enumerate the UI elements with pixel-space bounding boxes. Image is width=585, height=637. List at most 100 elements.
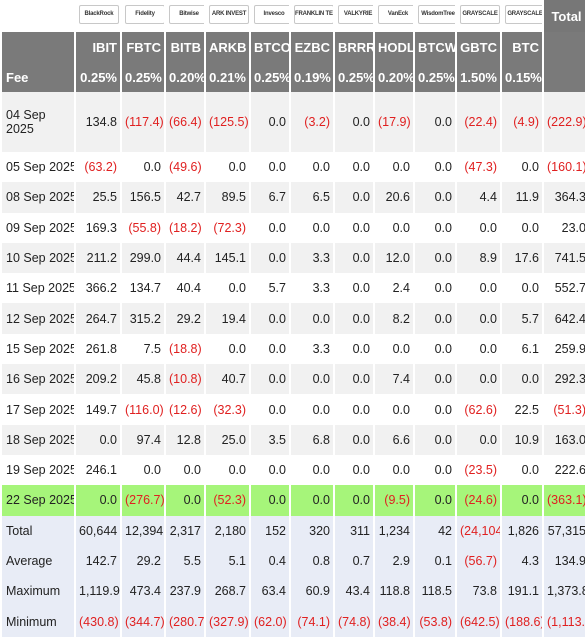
flow-cell: 0.0 <box>206 454 249 486</box>
issuer-logo-cell: WisdomTree <box>415 0 455 32</box>
summary-row: Average 142.7 29.2 5.5 5.1 0.4 0.8 0.7 2.9 0.1 (56… <box>2 545 585 577</box>
flow-cell: 0.0 <box>375 152 413 183</box>
fee-value: 0.25% <box>76 62 120 92</box>
flow-cell: 149.7 <box>76 394 120 425</box>
summary-cell: 60.9 <box>291 576 333 607</box>
flow-cell: 0.0 <box>457 303 500 334</box>
flow-cell: 0.0 <box>291 364 333 395</box>
flow-cell: 0.0 <box>76 424 120 455</box>
flow-cell: 25.5 <box>76 182 120 213</box>
flow-cell: 10.9 <box>502 424 542 455</box>
flow-cell: 0.0 <box>251 152 289 183</box>
flow-cell: (55.8) <box>122 212 164 243</box>
flow-cell: 0.0 <box>291 152 333 183</box>
flow-cell: (17.9) <box>375 92 413 152</box>
flow-cell: 0.0 <box>335 182 373 213</box>
flow-cell: 0.0 <box>502 485 542 516</box>
summary-cell: 142.7 <box>76 545 120 577</box>
flow-cell: 315.2 <box>122 303 164 334</box>
fee-value: 0.25% <box>251 62 289 92</box>
flow-cell: 42.7 <box>166 182 204 213</box>
flow-cell: 366.2 <box>76 273 120 304</box>
flow-cell: 44.4 <box>166 242 204 274</box>
flow-cell: (18.2) <box>166 212 204 243</box>
summary-cell: 2.9 <box>375 545 413 577</box>
flow-cell: 169.3 <box>76 212 120 243</box>
row-total: 259.9 <box>544 333 585 365</box>
summary-cell: 311 <box>335 515 373 546</box>
flow-cell: 0.0 <box>122 152 164 183</box>
summary-cell: 237.9 <box>166 576 204 607</box>
flow-cell: 156.5 <box>122 182 164 213</box>
flow-cell: 7.5 <box>122 333 164 365</box>
summary-cell: 0.4 <box>251 545 289 577</box>
flow-cell: 40.4 <box>166 273 204 304</box>
flow-cell: 4.4 <box>457 182 500 213</box>
flow-cell: 0.0 <box>291 485 333 516</box>
issuer-logo: FRANKLIN TEMPLETON <box>294 5 333 24</box>
flow-cell: 0.0 <box>415 242 455 274</box>
row-total: (160.1) <box>544 152 585 183</box>
flow-cell: 0.0 <box>291 454 333 486</box>
flow-cell: 0.0 <box>251 242 289 274</box>
flow-cell: 3.3 <box>291 273 333 304</box>
summary-cell: 0.8 <box>291 545 333 577</box>
ticker-header: EZBC <box>291 32 333 62</box>
summary-cell: 63.4 <box>251 576 289 607</box>
fee-value: 0.15% <box>502 62 542 92</box>
flow-cell: 211.2 <box>76 242 120 274</box>
fee-value: 0.25% <box>122 62 164 92</box>
flow-cell: 145.1 <box>206 242 249 274</box>
summary-label: Total <box>2 515 74 546</box>
flow-cell: 25.0 <box>206 424 249 455</box>
issuer-logo-cell: VALKYRIE <box>335 0 373 32</box>
fee-row: Fee 0.25% 0.25% 0.20% 0.21% 0.25% 0.19% 0.25% 0… <box>2 62 585 92</box>
flow-cell: 209.2 <box>76 364 120 395</box>
flow-cell: 89.5 <box>206 182 249 213</box>
flow-cell: 6.8 <box>291 424 333 455</box>
flow-cell: 299.0 <box>122 242 164 274</box>
row-total: (222.9) <box>544 92 585 152</box>
flow-cell: (12.6) <box>166 394 204 425</box>
flow-cell: 0.0 <box>76 485 120 516</box>
flow-cell: 17.6 <box>502 242 542 274</box>
summary-cell: (38.4) <box>375 606 413 637</box>
flow-cell: 0.0 <box>415 394 455 425</box>
flow-cell: 6.5 <box>291 182 333 213</box>
ticker-header: BRRR <box>335 32 373 62</box>
summary-cell: 4.3 <box>502 545 542 577</box>
summary-row: Total 60,644 12,394 2,317 2,180 152 320 311 1,23… <box>2 515 585 546</box>
flow-cell: (32.3) <box>206 394 249 425</box>
issuer-logo: VanEck <box>378 5 413 24</box>
issuer-logo: GRAYSCALE <box>460 5 500 24</box>
issuer-logo-cell: FRANKLIN TEMPLETON <box>291 0 333 32</box>
flow-cell: 29.2 <box>166 303 204 334</box>
flow-cell: (276.7) <box>122 485 164 516</box>
row-date: 12 Sep 2025 <box>2 303 74 334</box>
summary-label: Average <box>2 545 74 577</box>
flow-cell: 0.0 <box>335 364 373 395</box>
issuer-logo-cell: Invesco <box>251 0 289 32</box>
table-row: 10 Sep 2025 211.2 299.0 44.4 145.1 0.0 3.3 0.0 1… <box>2 242 585 274</box>
row-date: 08 Sep 2025 <box>2 182 74 213</box>
blank-corner <box>2 0 74 32</box>
flow-cell: 0.0 <box>457 273 500 304</box>
flow-cell: 264.7 <box>76 303 120 334</box>
summary-cell: 118.5 <box>415 576 455 607</box>
flow-cell: 8.2 <box>375 303 413 334</box>
flow-cell: 0.0 <box>335 424 373 455</box>
summary-cell: (62.0) <box>251 606 289 637</box>
flow-cell: 0.0 <box>166 454 204 486</box>
flow-cell: 134.8 <box>76 92 120 152</box>
flow-cell: (47.3) <box>457 152 500 183</box>
flow-cell: 0.0 <box>206 273 249 304</box>
ticker-header: IBIT <box>76 32 120 62</box>
flow-cell: 0.0 <box>502 273 542 304</box>
table-row: 18 Sep 2025 0.0 97.4 12.8 25.0 3.5 6.8 0.0 6.6 0.… <box>2 424 585 455</box>
table-row: 17 Sep 2025 149.7 (116.0) (12.6) (32.3) 0.0 0.… <box>2 394 585 425</box>
flow-cell: 8.9 <box>457 242 500 274</box>
flow-cell: 0.0 <box>206 152 249 183</box>
flow-cell: 0.0 <box>335 273 373 304</box>
flow-cell: (72.3) <box>206 212 249 243</box>
ticker-header: HODL <box>375 32 413 62</box>
